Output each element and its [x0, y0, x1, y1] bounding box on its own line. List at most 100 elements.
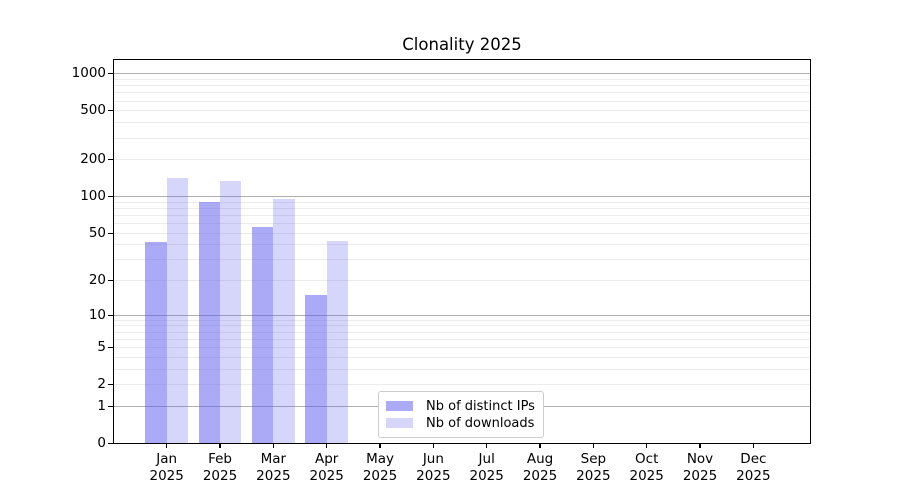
bar-distinct-ips-apr: [305, 295, 327, 443]
x-tick-year: 2025: [736, 467, 771, 484]
x-tick-dec: [752, 444, 754, 448]
gridline-minor-9: [114, 319, 810, 321]
gridline-major-1000: [114, 73, 810, 75]
x-tick-jun: [432, 444, 434, 448]
legend-item-distinct-ips: Nb of distinct IPs: [386, 398, 535, 414]
x-tick-year: 2025: [202, 467, 238, 484]
x-tick-year: 2025: [416, 467, 451, 484]
y-tick-200: [108, 159, 113, 161]
legend-swatch-distinct-ips: [386, 401, 413, 411]
x-tick-year: 2025: [522, 467, 558, 484]
x-tick-may: [379, 444, 381, 448]
y-tick-label-500: 500: [80, 102, 106, 119]
x-tick-month: May: [366, 451, 394, 467]
y-tick-20: [108, 280, 113, 282]
x-tick-label-aug: Aug 2025: [498, 451, 582, 484]
y-tick-label-100: 100: [80, 188, 106, 205]
x-tick-year: 2025: [576, 467, 611, 484]
gridline-minor-300: [114, 137, 810, 139]
gridline-minor-900: [114, 78, 810, 80]
y-tick-100: [108, 195, 113, 198]
gridline-minor-7: [114, 331, 810, 333]
x-tick-label-jul: Jul 2025: [445, 451, 529, 484]
chart-title: Clonality 2025: [402, 35, 522, 54]
bar-downloads-jan: [166, 178, 189, 443]
gridline-major-100: [114, 196, 810, 198]
gridline-minor-20: [114, 280, 810, 282]
y-tick-label-10: 10: [88, 306, 106, 323]
x-tick-sep: [592, 444, 594, 448]
gridline-minor-90: [114, 201, 810, 203]
y-tick-label-20: 20: [88, 272, 106, 289]
gridline-minor-600: [114, 100, 810, 102]
gridline-minor-70: [114, 214, 810, 216]
y-tick-label-200: 200: [80, 151, 106, 168]
x-tick-year: 2025: [469, 467, 504, 484]
legend-label-distinct-ips: Nb of distinct IPs: [426, 398, 535, 414]
x-tick-aug: [539, 444, 541, 448]
gridline-minor-6: [114, 338, 810, 340]
x-tick-mar: [272, 444, 274, 448]
legend: Nb of distinct IPs Nb of downloads: [378, 391, 544, 438]
x-tick-month: Nov: [686, 451, 714, 467]
gridline-minor-400: [114, 122, 810, 124]
bar-distinct-ips-feb: [198, 202, 221, 443]
x-tick-nov: [699, 444, 701, 448]
y-tick-label-5: 5: [97, 339, 106, 356]
x-tick-jan: [166, 444, 168, 448]
x-tick-label-mar: Mar 2025: [231, 451, 315, 484]
gridline-minor-700: [114, 92, 810, 94]
bar-distinct-ips-mar: [251, 227, 274, 443]
gridline-minor-30: [114, 259, 810, 261]
x-tick-feb: [219, 444, 221, 448]
bar-distinct-ips-jan: [145, 242, 167, 443]
gridline-minor-8: [114, 325, 810, 327]
x-tick-year: 2025: [629, 467, 664, 484]
legend-label-downloads: Nb of downloads: [426, 415, 535, 431]
y-tick-2: [108, 384, 113, 386]
bar-downloads-mar: [273, 199, 295, 443]
legend-swatch-downloads: [386, 418, 413, 428]
gridline-minor-2: [114, 384, 810, 386]
x-tick-month: Oct: [635, 451, 659, 467]
x-tick-label-oct: Oct 2025: [605, 451, 689, 484]
gridline-minor-40: [114, 244, 810, 246]
gridline-minor-800: [114, 85, 810, 87]
y-tick-0: [108, 442, 113, 445]
y-tick-1000: [108, 73, 113, 75]
x-tick-month: Jan: [156, 451, 178, 467]
y-tick-5: [108, 347, 113, 349]
x-tick-year: 2025: [362, 467, 398, 484]
y-tick-label-2: 2: [97, 376, 106, 393]
y-tick-label-1: 1: [97, 397, 106, 414]
x-tick-month: Jul: [478, 451, 495, 467]
x-tick-label-jun: Jun 2025: [391, 451, 475, 484]
x-tick-label-jan: Jan 2025: [125, 451, 209, 484]
gridline-minor-60: [114, 223, 810, 225]
x-tick-year: 2025: [309, 467, 344, 484]
gridline-minor-200: [114, 159, 810, 161]
gridline-minor-5: [114, 347, 810, 349]
x-tick-label-may: May 2025: [338, 451, 422, 484]
gridline-minor-3: [114, 368, 810, 370]
x-tick-year: 2025: [256, 467, 291, 484]
y-tick-1: [108, 405, 113, 407]
y-tick-label-50: 50: [88, 224, 106, 241]
x-tick-month: Apr: [315, 451, 339, 467]
legend-item-downloads: Nb of downloads: [386, 415, 535, 431]
gridline-minor-50: [114, 232, 810, 234]
x-tick-label-dec: Dec 2025: [711, 451, 795, 484]
x-tick-month: Mar: [260, 451, 287, 467]
gridline-minor-4: [114, 356, 810, 358]
y-tick-50: [108, 232, 113, 234]
x-tick-month: Dec: [740, 451, 767, 467]
x-tick-apr: [326, 444, 328, 448]
gridline-minor-80: [114, 207, 810, 209]
x-tick-month: Jun: [422, 451, 444, 467]
y-tick-label-1000: 1000: [71, 65, 106, 82]
bar-downloads-feb: [220, 180, 242, 443]
bar-downloads-apr: [326, 241, 349, 443]
x-tick-oct: [646, 444, 648, 448]
